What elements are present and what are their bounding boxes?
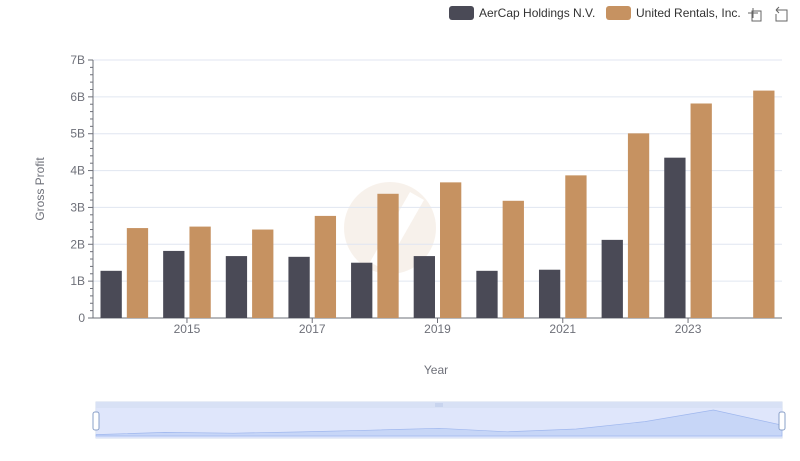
y-tick-label: 7B bbox=[70, 53, 85, 67]
y-tick-label: 1B bbox=[70, 274, 85, 288]
bar-united-rentals-2020[interactable] bbox=[502, 200, 524, 318]
bar-united-rentals-2014[interactable] bbox=[126, 228, 149, 318]
legend-label-aercap: AerCap Holdings N.V. bbox=[479, 6, 595, 20]
y-tick-label: 3B bbox=[70, 200, 85, 214]
legend-swatch-aercap bbox=[449, 6, 474, 20]
data-zoom-slider[interactable] bbox=[92, 401, 786, 439]
bar-united-rentals-2024[interactable] bbox=[753, 90, 775, 318]
bar-aercap-2021[interactable] bbox=[538, 269, 561, 318]
legend-item-united-rentals[interactable]: United Rentals, Inc. bbox=[606, 6, 741, 20]
bar-aercap-2017[interactable] bbox=[288, 256, 310, 318]
bar-aercap-2023[interactable] bbox=[664, 157, 686, 318]
data-zoom-icon[interactable] bbox=[746, 4, 766, 24]
bar-aercap-2022[interactable] bbox=[601, 239, 623, 318]
x-tick-label: 2021 bbox=[549, 322, 576, 336]
bar-united-rentals-2023[interactable] bbox=[690, 103, 712, 319]
bar-aercap-2016[interactable] bbox=[225, 256, 248, 318]
legend-label-united-rentals: United Rentals, Inc. bbox=[636, 6, 741, 20]
legend: AerCap Holdings N.V. United Rentals, Inc… bbox=[449, 6, 741, 20]
x-axis-title: Year bbox=[424, 363, 448, 377]
x-tick-label: 2023 bbox=[675, 322, 702, 336]
slider-move-handle-icon[interactable] bbox=[435, 403, 443, 407]
bar-aercap-2020[interactable] bbox=[476, 270, 498, 318]
legend-swatch-united-rentals bbox=[606, 6, 631, 20]
y-axis-title: Gross Profit bbox=[33, 157, 47, 221]
slider-handle-left[interactable] bbox=[92, 411, 100, 431]
y-tick-label: 4B bbox=[70, 164, 85, 178]
y-tick-label: 0 bbox=[78, 311, 85, 325]
bar-united-rentals-2022[interactable] bbox=[627, 133, 650, 318]
bar-aercap-2019[interactable] bbox=[413, 256, 435, 318]
reset-icon[interactable] bbox=[771, 4, 791, 24]
x-tick-label: 2015 bbox=[174, 322, 201, 336]
bars bbox=[100, 90, 775, 319]
y-axis: 0 1B 2B 3B 4B 5B 6B 7B bbox=[70, 53, 94, 325]
bar-united-rentals-2019[interactable] bbox=[440, 182, 462, 318]
x-axis: 2015 2017 2019 2021 2023 bbox=[93, 317, 782, 336]
bar-aercap-2015[interactable] bbox=[163, 250, 185, 318]
x-tick-label: 2019 bbox=[424, 322, 451, 336]
y-tick-label: 6B bbox=[70, 90, 85, 104]
bar-united-rentals-2015[interactable] bbox=[189, 226, 211, 318]
slider-top-bar[interactable] bbox=[96, 402, 782, 408]
bar-aercap-2014[interactable] bbox=[100, 270, 122, 318]
bar-united-rentals-2018[interactable] bbox=[377, 193, 399, 318]
toolbox bbox=[746, 4, 791, 24]
x-tick-label: 2017 bbox=[299, 322, 326, 336]
y-tick-label: 5B bbox=[70, 127, 85, 141]
legend-item-aercap[interactable]: AerCap Holdings N.V. bbox=[449, 6, 595, 20]
bar-united-rentals-2021[interactable] bbox=[565, 175, 587, 318]
bar-united-rentals-2017[interactable] bbox=[314, 215, 337, 318]
slider-handle-right[interactable] bbox=[778, 411, 786, 431]
y-tick-label: 2B bbox=[70, 237, 85, 251]
slider-preview-area bbox=[95, 409, 783, 437]
bar-united-rentals-2016[interactable] bbox=[252, 229, 274, 318]
bar-aercap-2018[interactable] bbox=[351, 262, 373, 318]
